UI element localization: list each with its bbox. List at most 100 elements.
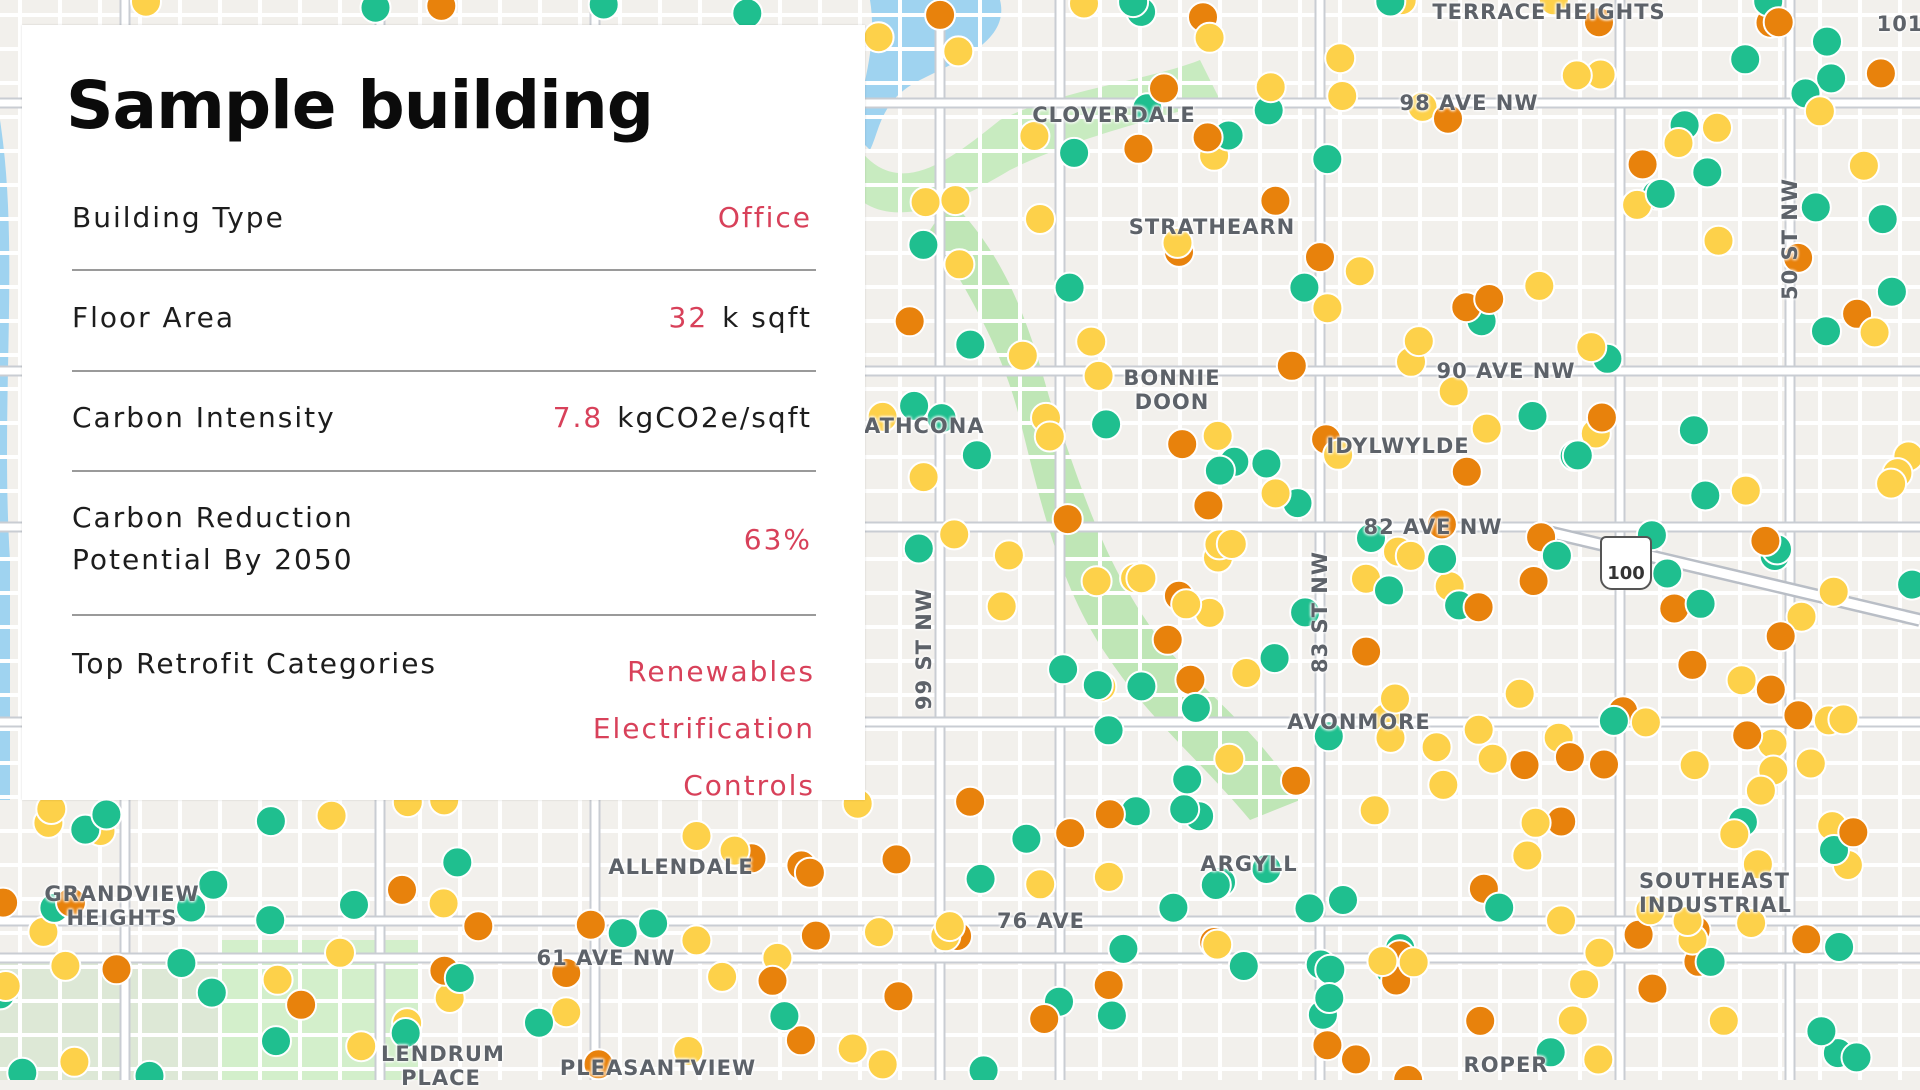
building-marker[interactable]: [1503, 677, 1536, 710]
building-marker[interactable]: [1875, 467, 1908, 500]
building-marker[interactable]: [1735, 907, 1768, 939]
building-marker[interactable]: [907, 461, 940, 494]
building-marker[interactable]: [942, 35, 975, 68]
building-marker[interactable]: [1170, 588, 1203, 621]
building-marker[interactable]: [1191, 121, 1224, 154]
building-marker[interactable]: [1662, 127, 1695, 159]
building-marker[interactable]: [1658, 592, 1691, 625]
building-marker[interactable]: [1470, 412, 1503, 445]
building-marker[interactable]: [427, 887, 460, 920]
building-marker[interactable]: [925, 402, 958, 435]
building-marker[interactable]: [389, 1017, 422, 1049]
building-marker[interactable]: [1288, 271, 1321, 304]
building-marker[interactable]: [943, 248, 976, 281]
building-marker[interactable]: [1280, 764, 1312, 797]
building-marker[interactable]: [1174, 663, 1207, 696]
building-marker[interactable]: [1626, 148, 1659, 181]
building-marker[interactable]: [1161, 226, 1194, 259]
building-marker[interactable]: [1827, 703, 1860, 736]
building-marker[interactable]: [1629, 706, 1662, 739]
building-marker[interactable]: [1651, 557, 1684, 590]
building-marker[interactable]: [315, 799, 348, 832]
building-marker[interactable]: [882, 980, 915, 1013]
building-marker[interactable]: [1476, 742, 1509, 775]
building-marker[interactable]: [1785, 600, 1818, 633]
building-marker[interactable]: [1148, 72, 1180, 105]
building-marker[interactable]: [1006, 339, 1039, 372]
building-marker[interactable]: [1324, 42, 1357, 75]
building-marker[interactable]: [1018, 120, 1051, 152]
building-marker[interactable]: [0, 886, 20, 919]
building-marker[interactable]: [1122, 132, 1155, 165]
building-marker[interactable]: [1250, 853, 1283, 885]
building-marker[interactable]: [1511, 839, 1544, 872]
building-marker[interactable]: [359, 0, 392, 24]
building-marker[interactable]: [1340, 1043, 1372, 1076]
building-marker[interactable]: [1289, 596, 1322, 629]
building-marker[interactable]: [1179, 691, 1212, 724]
building-marker[interactable]: [1199, 869, 1232, 901]
building-marker[interactable]: [1311, 1029, 1344, 1062]
building-marker[interactable]: [933, 910, 966, 943]
building-marker[interactable]: [285, 988, 318, 1021]
building-marker[interactable]: [1358, 794, 1391, 827]
building-marker[interactable]: [1517, 565, 1550, 597]
building-marker[interactable]: [1227, 950, 1260, 982]
building-marker[interactable]: [1896, 568, 1920, 601]
building-marker[interactable]: [1259, 184, 1292, 217]
building-marker[interactable]: [1729, 474, 1762, 507]
building-marker[interactable]: [992, 539, 1025, 572]
building-marker[interactable]: [1516, 400, 1549, 432]
building-marker[interactable]: [1117, 0, 1150, 19]
building-marker[interactable]: [1092, 860, 1125, 893]
building-marker[interactable]: [1230, 657, 1263, 689]
building-marker[interactable]: [195, 976, 228, 1009]
building-marker[interactable]: [1725, 664, 1758, 697]
building-marker[interactable]: [1866, 203, 1899, 236]
building-marker[interactable]: [1811, 25, 1843, 58]
building-marker[interactable]: [1157, 891, 1190, 924]
building-marker[interactable]: [1585, 401, 1618, 434]
building-marker[interactable]: [1350, 635, 1383, 668]
building-marker[interactable]: [49, 949, 82, 982]
building-marker[interactable]: [1718, 818, 1751, 851]
building-marker[interactable]: [768, 1000, 801, 1033]
building-marker[interactable]: [1677, 414, 1710, 447]
building-marker[interactable]: [680, 820, 713, 852]
building-marker[interactable]: [1837, 816, 1870, 849]
building-marker[interactable]: [1402, 325, 1435, 358]
building-marker[interactable]: [1427, 768, 1460, 801]
building-marker[interactable]: [1250, 447, 1283, 480]
building-marker[interactable]: [587, 0, 620, 21]
building-marker[interactable]: [260, 1025, 292, 1058]
building-marker[interactable]: [1125, 562, 1158, 595]
building-marker[interactable]: [1794, 747, 1827, 780]
building-marker[interactable]: [130, 0, 162, 18]
building-marker[interactable]: [1519, 806, 1552, 839]
building-marker[interactable]: [672, 1035, 705, 1067]
building-marker[interactable]: [261, 963, 294, 996]
building-marker[interactable]: [1817, 575, 1850, 608]
building-marker[interactable]: [1782, 699, 1815, 732]
building-marker[interactable]: [706, 960, 739, 993]
building-marker[interactable]: [1326, 80, 1359, 112]
building-marker[interactable]: [1068, 0, 1100, 20]
building-marker[interactable]: [1192, 489, 1225, 522]
building-marker[interactable]: [582, 1048, 615, 1080]
building-marker[interactable]: [938, 518, 971, 551]
building-marker[interactable]: [1080, 565, 1113, 598]
building-marker[interactable]: [100, 953, 133, 986]
building-marker[interactable]: [1426, 543, 1459, 575]
building-marker[interactable]: [1193, 21, 1226, 54]
building-marker[interactable]: [680, 924, 713, 957]
building-marker[interactable]: [1764, 620, 1797, 653]
building-marker[interactable]: [1671, 905, 1704, 937]
building-marker[interactable]: [1092, 714, 1125, 747]
building-marker[interactable]: [718, 834, 751, 867]
building-marker[interactable]: [954, 785, 987, 818]
building-marker[interactable]: [254, 805, 287, 838]
building-marker[interactable]: [1090, 408, 1123, 441]
building-marker[interactable]: [1092, 969, 1125, 1001]
building-marker[interactable]: [1483, 891, 1516, 924]
building-marker[interactable]: [964, 862, 997, 895]
